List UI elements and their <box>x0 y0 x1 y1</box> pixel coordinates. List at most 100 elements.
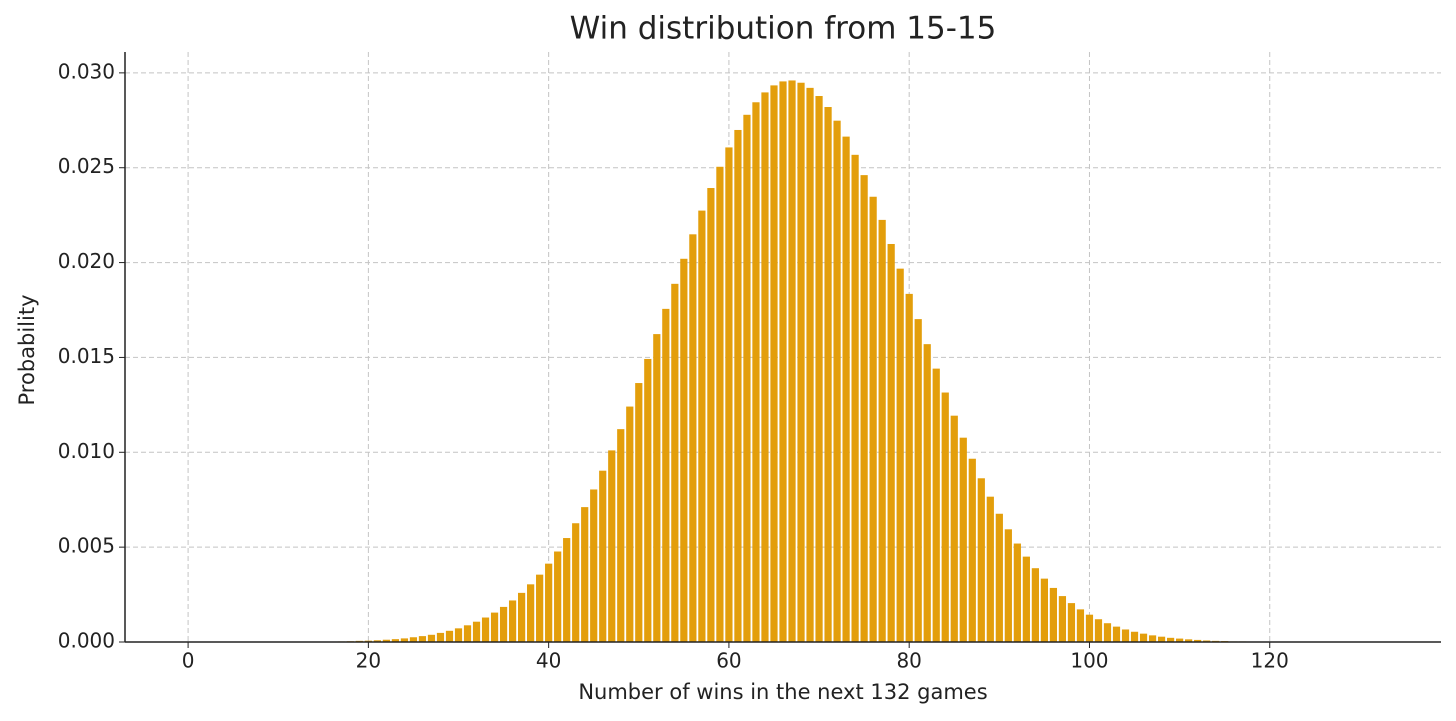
bar <box>707 188 715 642</box>
bar <box>527 584 535 642</box>
bar <box>950 415 958 642</box>
bar <box>698 210 706 642</box>
bar <box>400 638 409 642</box>
bar <box>563 538 571 642</box>
bar <box>481 617 490 642</box>
bar <box>680 258 688 642</box>
bar <box>427 634 436 642</box>
bar <box>1031 568 1039 642</box>
bar <box>851 154 859 642</box>
bar <box>1130 631 1139 642</box>
bar <box>508 600 517 642</box>
bar <box>1022 556 1030 642</box>
bar <box>418 636 427 642</box>
bar <box>517 592 526 642</box>
y-tick-label: 0.005 <box>58 534 115 558</box>
bar <box>590 489 598 642</box>
bar <box>986 496 994 642</box>
bar <box>734 129 742 642</box>
bar <box>463 625 472 642</box>
bar <box>779 81 787 642</box>
bar <box>914 319 922 642</box>
bar <box>391 639 400 642</box>
y-tick-label: 0.020 <box>58 249 115 273</box>
bar <box>1085 614 1094 642</box>
bar <box>554 551 562 642</box>
x-tick-label: 60 <box>716 649 741 673</box>
bar <box>1049 587 1058 642</box>
bar <box>1166 637 1175 642</box>
bar <box>1067 603 1076 642</box>
bar <box>725 147 733 642</box>
bar <box>653 334 661 642</box>
bar <box>1194 639 1202 642</box>
bar <box>959 437 967 642</box>
bar <box>635 383 643 642</box>
bar <box>617 429 625 642</box>
bar <box>977 478 985 642</box>
bar <box>499 606 508 642</box>
bar <box>716 166 724 643</box>
bar <box>445 630 454 642</box>
bar <box>860 175 868 642</box>
bar <box>1013 543 1021 642</box>
bar <box>689 234 697 642</box>
bar <box>1076 609 1085 642</box>
bar <box>1121 629 1130 642</box>
x-tick-label: 20 <box>356 649 381 673</box>
bar <box>1139 633 1148 642</box>
x-tick-label: 40 <box>536 649 561 673</box>
y-tick-label: 0.015 <box>58 344 115 368</box>
bar <box>671 283 679 642</box>
bar <box>1203 640 1211 642</box>
bar <box>626 406 634 642</box>
bar <box>1157 636 1166 642</box>
bar <box>1004 529 1012 642</box>
bar <box>770 85 778 643</box>
bar <box>373 640 381 642</box>
y-tick-label: 0.010 <box>58 439 115 463</box>
x-axis-label: Number of wins in the next 132 games <box>578 680 987 704</box>
bar <box>572 523 580 642</box>
bar <box>472 621 481 642</box>
bar <box>436 632 445 642</box>
bar <box>1040 578 1049 642</box>
bar <box>824 107 832 643</box>
bar <box>806 87 814 643</box>
bar <box>662 308 670 642</box>
bar <box>1058 596 1067 642</box>
bar <box>995 513 1003 642</box>
y-tick-label: 0.000 <box>58 629 115 653</box>
bar <box>1112 626 1121 642</box>
bar <box>905 293 913 642</box>
bar <box>545 563 553 642</box>
bar <box>896 268 904 642</box>
bar <box>581 507 589 642</box>
bar <box>752 102 760 642</box>
y-tick-label: 0.030 <box>58 59 115 83</box>
x-tick-label: 120 <box>1251 649 1289 673</box>
y-axis-label: Probability <box>15 294 39 405</box>
bar <box>842 136 850 642</box>
bar <box>382 639 391 642</box>
bar <box>833 120 841 643</box>
bar <box>932 368 940 642</box>
bar <box>761 92 769 642</box>
bar <box>788 80 796 642</box>
x-tick-label: 100 <box>1070 649 1108 673</box>
bar <box>599 470 607 642</box>
bar <box>1094 619 1103 642</box>
bar <box>1103 623 1112 642</box>
bar <box>815 96 823 642</box>
bar <box>968 458 976 642</box>
bar <box>941 392 949 642</box>
bar <box>869 196 877 642</box>
bar <box>644 358 652 642</box>
bar <box>608 450 616 642</box>
chart-title: Win distribution from 15-15 <box>570 11 997 47</box>
bar <box>923 344 931 642</box>
bar <box>536 574 544 642</box>
bar <box>887 243 895 643</box>
bar <box>1148 635 1157 642</box>
